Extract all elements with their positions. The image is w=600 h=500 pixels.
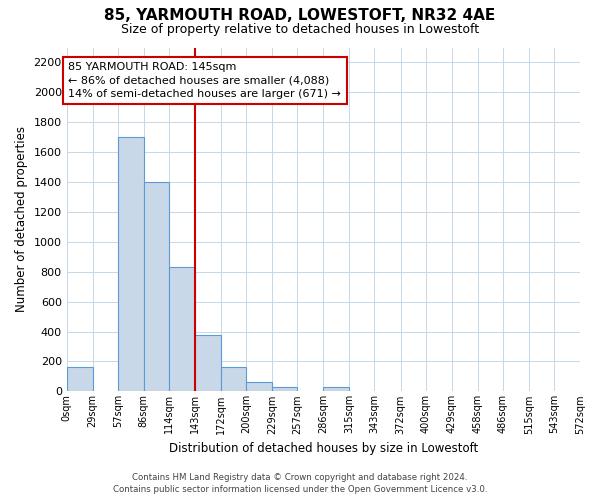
Text: 85 YARMOUTH ROAD: 145sqm
← 86% of detached houses are smaller (4,088)
14% of sem: 85 YARMOUTH ROAD: 145sqm ← 86% of detach… [68, 62, 341, 99]
Bar [323, 387, 349, 392]
Bar [144, 182, 169, 392]
Text: Size of property relative to detached houses in Lowestoft: Size of property relative to detached ho… [121, 22, 479, 36]
Bar [246, 382, 272, 392]
Bar [272, 387, 298, 392]
Bar [118, 137, 144, 392]
X-axis label: Distribution of detached houses by size in Lowestoft: Distribution of detached houses by size … [169, 442, 478, 455]
Bar [169, 268, 195, 392]
Bar [67, 368, 92, 392]
Bar [221, 366, 246, 392]
Text: 85, YARMOUTH ROAD, LOWESTOFT, NR32 4AE: 85, YARMOUTH ROAD, LOWESTOFT, NR32 4AE [104, 8, 496, 22]
Text: Contains HM Land Registry data © Crown copyright and database right 2024.
Contai: Contains HM Land Registry data © Crown c… [113, 472, 487, 494]
Bar [195, 334, 221, 392]
Y-axis label: Number of detached properties: Number of detached properties [15, 126, 28, 312]
